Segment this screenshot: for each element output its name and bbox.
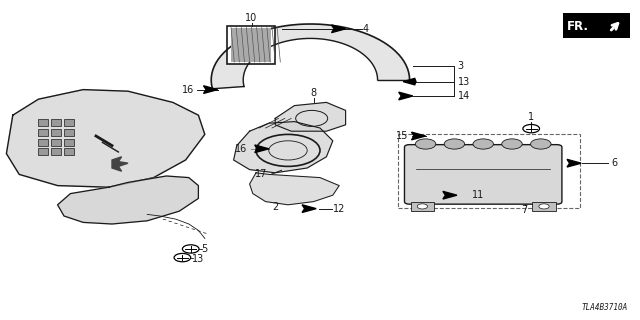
Text: 1: 1: [528, 112, 534, 122]
Bar: [64, 129, 74, 136]
Bar: [38, 139, 48, 146]
Bar: [64, 148, 74, 155]
Polygon shape: [332, 25, 346, 33]
Text: 11: 11: [472, 190, 484, 200]
FancyBboxPatch shape: [404, 145, 562, 204]
Bar: [398, 134, 580, 208]
Bar: [38, 148, 48, 155]
Text: 6: 6: [611, 158, 618, 168]
Bar: [51, 139, 61, 146]
Bar: [51, 148, 61, 155]
Circle shape: [473, 139, 493, 149]
Text: 13: 13: [192, 253, 204, 264]
Text: 7: 7: [522, 205, 528, 215]
Text: 15: 15: [396, 131, 408, 141]
Bar: [411, 202, 434, 211]
Text: 16: 16: [236, 144, 248, 154]
Bar: [231, 28, 271, 62]
Text: 17: 17: [255, 169, 268, 180]
Text: 13: 13: [458, 76, 470, 87]
Polygon shape: [58, 176, 198, 224]
Text: 12: 12: [333, 204, 345, 214]
Text: 5: 5: [202, 244, 208, 254]
Bar: [38, 119, 48, 126]
Text: 10: 10: [245, 13, 258, 23]
Circle shape: [444, 139, 465, 149]
Polygon shape: [204, 86, 218, 93]
Polygon shape: [443, 191, 457, 199]
Polygon shape: [412, 132, 426, 140]
Polygon shape: [6, 90, 205, 187]
Polygon shape: [255, 145, 269, 153]
Text: 14: 14: [458, 91, 470, 101]
Text: 4: 4: [363, 24, 369, 34]
Circle shape: [502, 139, 522, 149]
Polygon shape: [399, 92, 413, 100]
Circle shape: [417, 204, 428, 209]
Polygon shape: [302, 205, 316, 212]
Bar: [64, 119, 74, 126]
Polygon shape: [211, 24, 410, 89]
Bar: [227, 26, 275, 64]
Polygon shape: [234, 122, 333, 173]
Polygon shape: [567, 159, 581, 167]
Bar: [38, 129, 48, 136]
Text: TLA4B3710A: TLA4B3710A: [581, 303, 627, 312]
Circle shape: [415, 139, 436, 149]
Polygon shape: [112, 157, 128, 171]
Bar: [563, 13, 630, 38]
Text: 8: 8: [310, 88, 317, 98]
Bar: [51, 129, 61, 136]
Bar: [51, 119, 61, 126]
Text: 3: 3: [458, 60, 464, 71]
Text: 16: 16: [182, 84, 194, 95]
Text: 2: 2: [272, 202, 278, 212]
Polygon shape: [275, 102, 346, 131]
Text: FR.: FR.: [566, 20, 588, 33]
Circle shape: [539, 204, 549, 209]
Polygon shape: [403, 78, 416, 85]
Polygon shape: [250, 173, 339, 205]
Circle shape: [531, 139, 551, 149]
Bar: [532, 202, 556, 211]
Bar: [64, 139, 74, 146]
